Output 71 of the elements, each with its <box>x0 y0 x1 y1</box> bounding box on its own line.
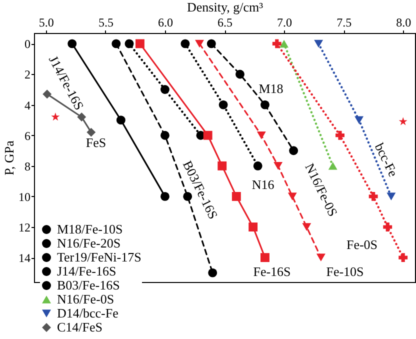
legend-label: C14/FeS <box>57 320 103 334</box>
point <box>260 100 270 110</box>
legend-label: N16/Fe-20S <box>57 236 121 250</box>
point <box>116 116 126 125</box>
point <box>253 161 262 170</box>
point <box>135 39 144 48</box>
annotation: Fe-10S <box>326 264 364 279</box>
annotation: Fe-16S <box>253 264 291 279</box>
point <box>232 192 241 201</box>
annotation: Fe-0S <box>346 237 378 252</box>
x-tick-label: 5.0 <box>38 16 54 30</box>
point <box>260 253 270 262</box>
point <box>68 39 77 48</box>
annotation: N16 <box>252 177 275 192</box>
annotation: bcc-Fe <box>372 140 402 180</box>
point <box>180 39 190 48</box>
point <box>248 222 258 232</box>
point <box>398 117 408 126</box>
x-tick-label: 7.5 <box>336 16 352 30</box>
y-tick-label: 12 <box>18 220 30 235</box>
point <box>86 128 96 137</box>
point <box>386 192 396 200</box>
x-tick-label: 6.0 <box>158 16 173 30</box>
y-tick-label: 6 <box>24 128 30 143</box>
legend-label: J14/Fe-16S <box>57 264 116 278</box>
point <box>203 130 212 140</box>
legend-label: M18/Fe-10S <box>57 222 123 236</box>
point <box>354 116 364 124</box>
point <box>160 130 170 140</box>
y-axis-title: P, GPa <box>2 140 16 176</box>
point <box>383 222 392 232</box>
y-tick-label: 0 <box>24 37 30 52</box>
point <box>316 254 326 262</box>
point <box>112 39 121 48</box>
legend-label: B03/Fe-16S <box>57 278 120 292</box>
point <box>314 40 324 48</box>
point <box>195 40 204 48</box>
legend-label: Ter19/FeNi-17S <box>57 250 142 264</box>
x-tick-label: 5.5 <box>98 16 114 30</box>
point <box>289 146 298 156</box>
point <box>336 130 344 140</box>
point <box>206 39 216 48</box>
point <box>51 112 60 121</box>
x-tick-label: 8.0 <box>396 16 412 30</box>
point <box>302 223 312 231</box>
point <box>368 192 378 201</box>
point <box>288 192 297 200</box>
point <box>398 253 408 262</box>
x-tick-label: 6.5 <box>218 16 232 30</box>
legend-label: D14/bcc-Fe <box>57 306 119 320</box>
point <box>236 70 244 79</box>
point <box>272 39 282 48</box>
point <box>218 100 228 110</box>
point <box>160 85 170 94</box>
annotation: FeS <box>86 135 106 150</box>
point <box>124 39 134 48</box>
y-tick-label: 10 <box>18 190 30 204</box>
y-tick-label: 14 <box>18 251 30 266</box>
y-tick-label: 4 <box>24 98 30 112</box>
y-tick-label: 2 <box>24 68 30 82</box>
point <box>160 192 170 201</box>
legend-label: N16/Fe-0S <box>57 292 114 306</box>
x-tick-label: 7.0 <box>277 16 292 30</box>
y-tick-label: 8 <box>24 159 30 174</box>
point <box>218 161 227 170</box>
annotation: M18 <box>258 81 284 96</box>
point <box>256 131 266 140</box>
x-axis-title: Density, g/cm³ <box>187 0 264 14</box>
point <box>208 268 218 278</box>
point <box>274 162 283 170</box>
point <box>77 112 86 122</box>
